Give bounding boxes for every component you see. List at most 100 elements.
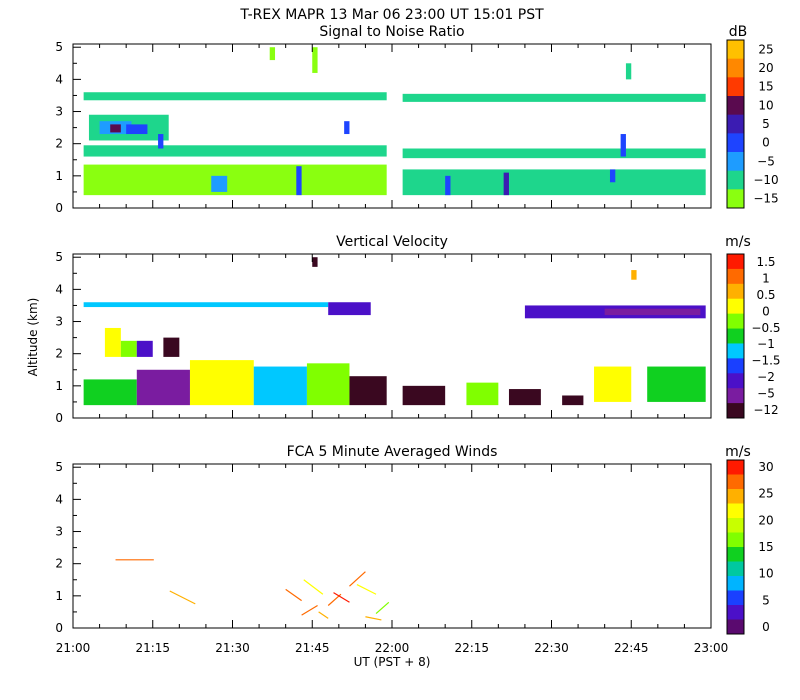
x-tick-label: 22:00 bbox=[375, 641, 410, 655]
colorbar-swatch bbox=[727, 474, 744, 490]
panel-title-averaged-winds: FCA 5 Minute Averaged Winds bbox=[287, 444, 498, 460]
colorbar-label: 20 bbox=[758, 61, 773, 75]
data-cell bbox=[189, 360, 254, 406]
colorbar-label: 5 bbox=[762, 117, 770, 131]
data-cell bbox=[306, 363, 350, 406]
colorbar-label: 5 bbox=[762, 593, 770, 607]
y-tick-label: 5 bbox=[55, 250, 63, 264]
colorbar-swatch bbox=[727, 576, 744, 591]
colorbar-label: 0 bbox=[762, 136, 770, 150]
colorbar-label: 30 bbox=[758, 460, 773, 474]
data-cell bbox=[503, 172, 509, 196]
x-axis-label: UT (PST + 8) bbox=[354, 655, 431, 669]
colorbar-swatch bbox=[727, 489, 744, 504]
y-tick-label: 2 bbox=[55, 347, 63, 361]
colorbar-swatch bbox=[727, 96, 744, 116]
colorbar-swatch bbox=[727, 503, 744, 519]
data-cell bbox=[83, 145, 387, 157]
wind-barb bbox=[356, 584, 377, 595]
figure-title: T-REX MAPR 13 Mar 06 23:00 UT 15:01 PST bbox=[239, 7, 544, 23]
x-tick-label: 21:15 bbox=[135, 641, 170, 655]
colorbar-swatch bbox=[727, 77, 744, 97]
colorbar-label: 10 bbox=[758, 98, 773, 112]
data-cell bbox=[402, 148, 706, 159]
data-cell bbox=[211, 175, 228, 192]
wind-barb bbox=[333, 592, 350, 603]
data-cell bbox=[508, 389, 541, 406]
data-cell bbox=[402, 385, 446, 406]
data-cell bbox=[120, 340, 137, 357]
y-tick-label: 0 bbox=[55, 201, 63, 215]
colorbar-swatch bbox=[727, 590, 744, 606]
colorbar-swatch bbox=[727, 358, 744, 374]
colorbar-swatch bbox=[727, 40, 744, 60]
x-tick-label: 22:45 bbox=[614, 641, 649, 655]
colorbar-label: −1 bbox=[757, 337, 775, 351]
y-tick-label: 4 bbox=[55, 72, 63, 86]
colorbar-unit-label: dB bbox=[729, 24, 748, 40]
colorbar-frame bbox=[726, 39, 745, 209]
data-cell bbox=[620, 134, 626, 157]
wind-barb bbox=[365, 616, 382, 621]
data-cell bbox=[609, 169, 616, 183]
wind-barb bbox=[375, 601, 390, 614]
colorbar-swatch bbox=[727, 388, 744, 404]
x-tick-label: 23:00 bbox=[694, 641, 729, 655]
colorbar-label: −15 bbox=[753, 192, 778, 206]
data-cell bbox=[312, 47, 318, 73]
y-tick-label: 2 bbox=[55, 557, 63, 571]
y-tick-label: 3 bbox=[55, 525, 63, 539]
data-cell bbox=[594, 366, 632, 402]
data-cell bbox=[562, 395, 584, 406]
colorbar-swatch bbox=[727, 170, 744, 190]
colorbar-label: 15 bbox=[758, 540, 773, 554]
data-cell bbox=[83, 379, 137, 406]
plot-frame bbox=[72, 463, 712, 629]
colorbar-swatch bbox=[727, 532, 744, 548]
y-tick-label: 4 bbox=[55, 492, 63, 506]
colorbar-swatch bbox=[727, 133, 744, 153]
colorbar-label: −5 bbox=[757, 386, 775, 400]
data-cell bbox=[104, 327, 121, 357]
x-tick-label: 22:15 bbox=[454, 641, 489, 655]
data-cell bbox=[83, 164, 387, 196]
colorbar-label: 25 bbox=[758, 487, 773, 501]
colorbar-swatch bbox=[727, 152, 744, 172]
panel-title-snr: Signal to Noise Ratio bbox=[319, 24, 464, 40]
data-cell bbox=[253, 366, 307, 406]
data-cell bbox=[296, 166, 302, 196]
data-cell bbox=[466, 382, 499, 406]
colorbar-swatch bbox=[727, 343, 744, 359]
x-tick-label: 22:30 bbox=[534, 641, 569, 655]
y-tick-label: 4 bbox=[55, 282, 63, 296]
x-tick-label: 21:00 bbox=[56, 641, 91, 655]
colorbar-frame bbox=[726, 253, 745, 419]
wind-barb bbox=[301, 604, 318, 616]
colorbar-unit-label: m/s bbox=[725, 234, 751, 250]
y-tick-label: 3 bbox=[55, 105, 63, 119]
y-tick-label: 1 bbox=[55, 169, 63, 183]
colorbar-swatch bbox=[727, 313, 744, 329]
colorbar-label: −1.5 bbox=[751, 354, 780, 368]
data-cell bbox=[625, 63, 632, 80]
colorbar-label: 0.5 bbox=[756, 288, 775, 302]
data-cell bbox=[402, 93, 706, 102]
colorbar-swatch bbox=[727, 328, 744, 344]
wind-barb bbox=[285, 588, 302, 602]
wind-barb bbox=[318, 611, 329, 619]
x-tick-label: 21:30 bbox=[215, 641, 250, 655]
colorbar-label: −10 bbox=[753, 173, 778, 187]
data-cell bbox=[136, 369, 190, 406]
colorbar-label: 20 bbox=[758, 513, 773, 527]
panel-title-vertical-velocity: Vertical Velocity bbox=[336, 234, 448, 250]
colorbar-label: 0 bbox=[762, 304, 770, 318]
colorbar-swatch bbox=[727, 561, 744, 577]
y-tick-label: 5 bbox=[55, 460, 63, 474]
colorbar-label: 25 bbox=[758, 42, 773, 56]
y-tick-label: 0 bbox=[55, 411, 63, 425]
colorbar-swatch bbox=[727, 114, 744, 134]
colorbar-swatch bbox=[727, 547, 744, 562]
data-cell bbox=[110, 124, 121, 133]
data-cell bbox=[328, 302, 371, 316]
data-cell bbox=[631, 270, 637, 280]
